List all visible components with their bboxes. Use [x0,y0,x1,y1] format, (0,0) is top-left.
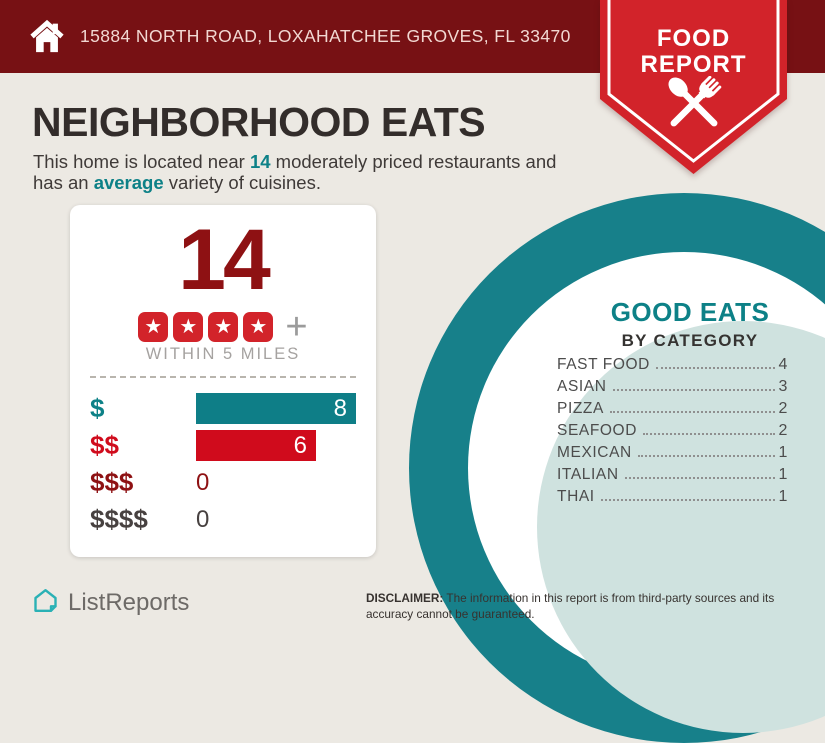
ribbon-title-line1: FOOD [656,25,731,52]
category-label: THAI [557,488,595,505]
ribbon-title: FOOD REPORT [600,26,787,78]
price-level-label: $$ [90,430,119,460]
dashed-divider [90,376,356,378]
crossed-spoon-fork-icon [652,75,736,143]
category-row: MEXICAN 1 [557,444,788,466]
category-label: SEAFOOD [557,422,637,439]
home-icon [28,17,66,60]
intro-sentence: This home is located near 14 moderately … [33,151,557,193]
category-label: ITALIAN [557,466,619,483]
category-label: FAST FOOD [557,356,650,373]
category-count: 1 [778,488,788,505]
listreports-logo: ListReports [32,587,189,619]
bar-column: 0 [196,467,356,498]
category-row: FAST FOOD 4 [557,356,788,378]
listreports-house-icon [32,587,59,619]
category-row: THAI 1 [557,488,788,510]
category-count: 2 [778,400,788,417]
page-title: NEIGHBORHOOD EATS [32,99,486,145]
category-count: 4 [778,356,788,373]
disclaimer-label: DISCLAIMER: [366,591,444,605]
category-label: MEXICAN [557,444,632,461]
dotted-leader [655,367,775,369]
restaurant-stats-card: 14 ★ ★ ★ ★ + WITHIN 5 MILES $8 $$ 6 $$$ 0 $$$$ 0 [70,205,376,557]
disclaimer: DISCLAIMER: The information in this repo… [366,591,775,621]
category-count: 2 [778,422,788,439]
category-count: 3 [778,378,788,395]
dotted-leader [624,477,775,479]
category-row: ASIAN 3 [557,378,788,400]
ribbon-title-line2: REPORT [640,51,747,78]
food-report-ribbon: FOOD REPORT [600,0,787,174]
dotted-leader [637,455,775,457]
ribbon-shape [600,0,787,174]
star-icon: ★ [173,312,204,342]
category-row: PIZZA 2 [557,400,788,422]
price-level-label: $$$ [90,467,134,497]
price-row: $$$ 0 [90,467,356,498]
category-count: 1 [778,466,788,483]
dotted-leader [609,411,775,413]
bar: 6 [196,430,316,461]
brand-name: ListReports [68,589,190,616]
star-rating: ★ ★ ★ ★ + [70,306,376,348]
variety-rating-inline: average [93,172,164,193]
bar-column: 0 [196,504,356,535]
radius-label: WITHIN 5 MILES [145,345,301,363]
star-icon: ★ [138,312,169,342]
dotted-leader [600,499,775,501]
price-level-label: $ [90,393,105,423]
dotted-leader [612,389,775,391]
restaurant-count: 14 [178,212,271,308]
restaurant-count-inline: 14 [249,151,271,172]
price-row: $$$$ 0 [90,504,356,535]
price-level-label: $$$$ [90,504,148,534]
category-label: ASIAN [557,378,607,395]
plus-sign: + [285,306,308,348]
category-row: SEAFOOD 2 [557,422,788,444]
dotted-leader [643,433,775,435]
price-row: $8 [90,393,356,424]
category-count-list: FAST FOOD 4 ASIAN 3 PIZZA 2 SEAFOOD 2 MEXICAN 1 IT… [557,356,788,510]
bar-column: 8 [196,393,356,424]
category-subtitle: BY CATEGORY [621,331,759,350]
star-tiles: ★ ★ ★ ★ [138,312,274,342]
category-label: PIZZA [557,400,604,417]
bar: 8 [196,393,356,424]
property-address: 15884 NORTH ROAD, LOXAHATCHEE GROVES, FL… [80,26,571,46]
zero-value: 0 [196,505,210,533]
category-row: ITALIAN 1 [557,466,788,488]
price-level-bar-chart: $8 $$ 6 $$$ 0 $$$$ 0 [90,393,356,541]
zero-value: 0 [196,468,210,496]
bar-column: 6 [196,430,356,461]
category-title: GOOD EATS [610,297,770,327]
category-count: 1 [778,444,788,461]
star-icon: ★ [243,312,274,342]
price-row: $$ 6 [90,430,356,461]
star-icon: ★ [208,312,239,342]
category-section-heading: GOOD EATS BY CATEGORY [553,297,825,351]
